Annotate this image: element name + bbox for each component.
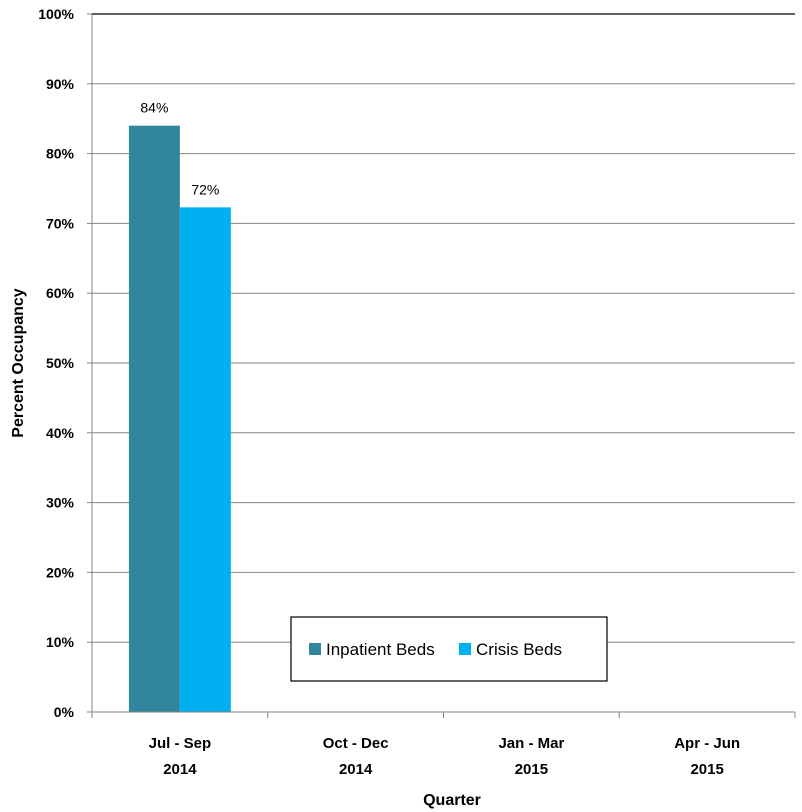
y-tick-label: 20%: [46, 564, 75, 580]
legend-box: [290, 616, 608, 682]
legend-label: Inpatient Beds: [326, 640, 435, 659]
y-tick-label: 50%: [46, 355, 75, 371]
data-label: 84%: [140, 100, 168, 116]
bar-inpatient-beds: [128, 125, 180, 713]
x-axis-title: Quarter: [423, 792, 481, 809]
x-category-label: 2014: [339, 761, 373, 778]
x-category-label: 2014: [163, 761, 197, 778]
bar-crisis-beds: [179, 207, 231, 712]
y-tick-label: 60%: [46, 285, 75, 301]
x-category-label: Oct - Dec: [323, 735, 389, 752]
y-tick-label: 0%: [54, 704, 75, 720]
legend-label: Crisis Beds: [476, 640, 562, 659]
axes: [87, 13, 796, 718]
bars: [128, 125, 231, 713]
y-tick-label: 100%: [38, 6, 74, 22]
y-tick-label: 70%: [46, 215, 75, 231]
legend-swatch: [459, 643, 471, 655]
y-tick-labels: 0% 10% 20% 30% 40% 50% 60% 70% 80% 90% 100%: [38, 6, 74, 720]
y-tick-label: 40%: [46, 425, 75, 441]
y-tick-label: 90%: [46, 76, 75, 92]
y-tick-label: 80%: [46, 146, 75, 162]
y-axis-title: Percent Occupancy: [10, 288, 27, 438]
x-category-label: 2015: [690, 761, 723, 778]
x-category-label: Jan - Mar: [498, 735, 564, 752]
legend-swatch: [309, 643, 321, 655]
data-label: 72%: [191, 181, 219, 197]
x-category-label: 2015: [515, 761, 548, 778]
data-labels: 84% 72%: [140, 100, 219, 198]
x-category-labels: Jul - Sep 2014 Oct - Dec 2014 Jan - Mar 2015 A…: [149, 735, 740, 778]
legend: Inpatient Beds Crisis Beds: [290, 616, 608, 682]
x-category-label: Apr - Jun: [674, 735, 740, 752]
y-tick-label: 10%: [46, 634, 75, 650]
x-category-label: Jul - Sep: [149, 735, 212, 752]
y-tick-label: 30%: [46, 495, 75, 511]
